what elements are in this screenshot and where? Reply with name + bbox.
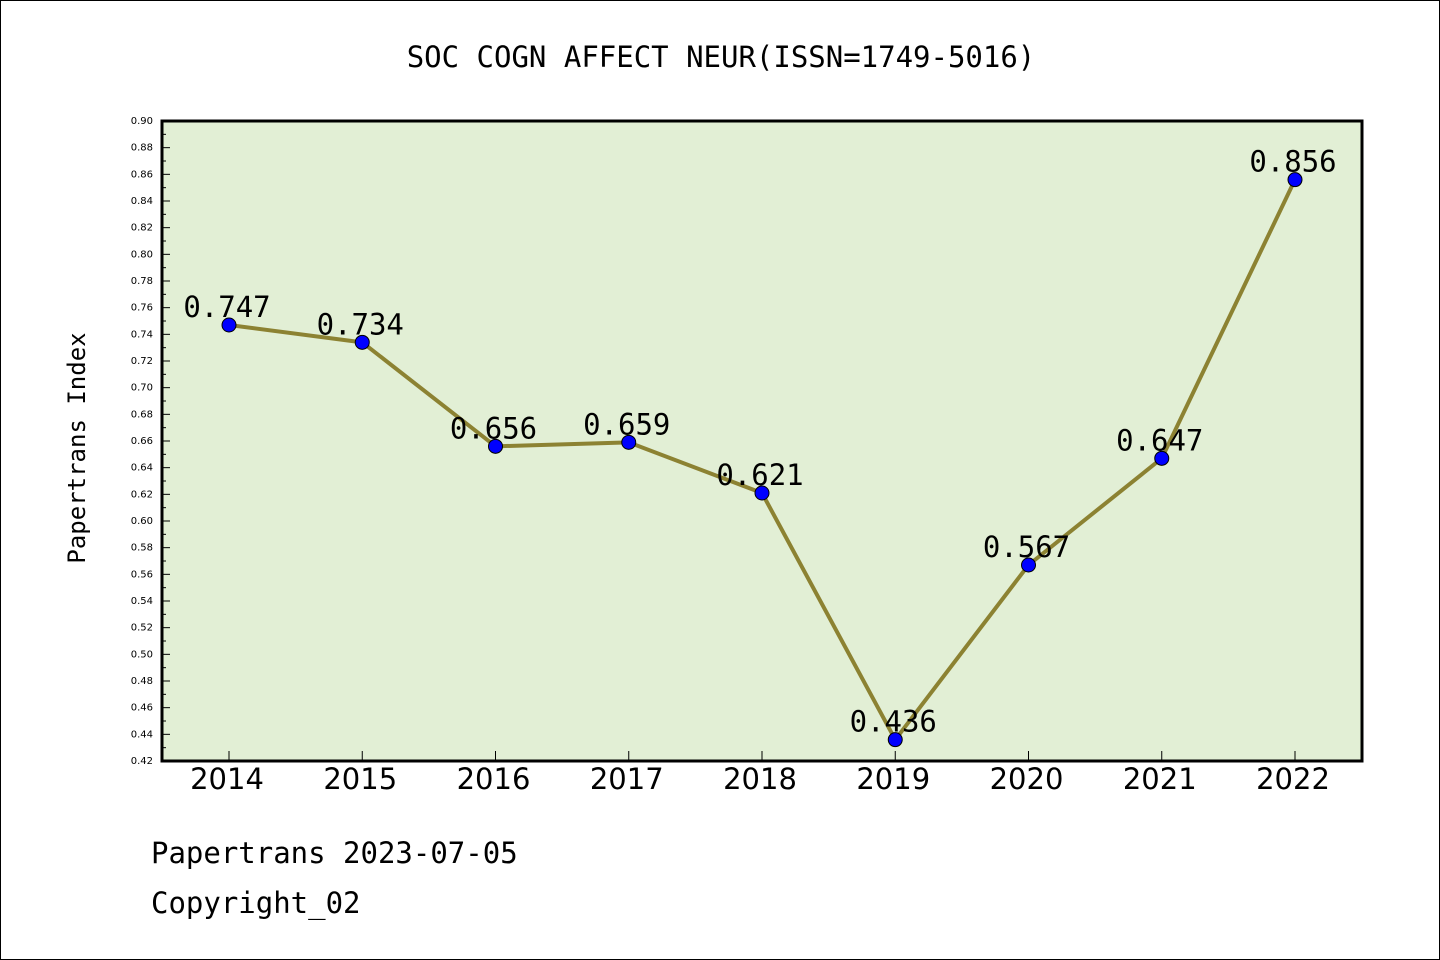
x-tick-label: 2022: [1256, 762, 1330, 796]
data-point-markers: [221, 172, 1303, 748]
y-tick-label: 0.46: [131, 703, 153, 714]
data-point: [887, 732, 903, 748]
y-tick-label: 0.68: [131, 409, 153, 420]
y-tick-label: 0.88: [131, 143, 153, 154]
y-tick-label: 0.78: [131, 276, 153, 287]
data-point: [221, 317, 237, 333]
x-tick-label: 2018: [723, 762, 797, 796]
y-tick-label: 0.66: [131, 436, 153, 447]
data-label: 0.647: [1116, 423, 1203, 457]
data-label: 0.656: [450, 411, 537, 445]
y-tick-label: 0.50: [131, 649, 153, 660]
data-label: 0.567: [983, 530, 1070, 564]
y-tick-label: 0.80: [131, 249, 153, 260]
y-tick-label: 0.70: [131, 383, 153, 394]
y-tick-label: 0.62: [131, 489, 153, 500]
y-tick-label: 0.86: [131, 169, 153, 180]
data-label: 0.747: [183, 290, 270, 324]
y-tick-label: 0.82: [131, 223, 153, 234]
y-tick-label: 0.64: [131, 463, 153, 474]
y-tick-label: 0.54: [131, 596, 153, 607]
x-axis-ticks: 2014 2015 2016 2017 2018 2019 2020 2021 2022: [190, 751, 1330, 796]
x-tick-label: 2016: [457, 762, 531, 796]
data-label: 0.436: [850, 705, 937, 739]
chart-title: SOC COGN AFFECT NEUR(ISSN=1749-5016): [407, 40, 1036, 74]
x-tick-label: 2020: [990, 762, 1064, 796]
y-tick-label: 0.56: [131, 569, 153, 580]
data-labels: 0.747 0.734 0.656 0.659 0.621 0.436 0.567 0.647…: [183, 145, 1336, 739]
data-point: [1287, 172, 1303, 188]
plot-area: [160, 119, 1364, 763]
y-tick-label: 0.74: [131, 329, 153, 340]
x-tick-label: 2019: [856, 762, 930, 796]
y-tick-label: 0.44: [131, 729, 153, 740]
data-label: 0.856: [1249, 145, 1336, 179]
y-axis-ticks: 0.42 0.44 0.46 0.48 0.50 0.52 0.54 0.56 0.58 0.60…: [131, 116, 170, 767]
data-label: 0.621: [716, 458, 803, 492]
y-tick-label: 0.90: [131, 116, 153, 127]
y-axis-label: Papertrans Index: [63, 332, 91, 563]
data-label: 0.659: [583, 407, 670, 441]
data-point: [1154, 450, 1170, 466]
data-point: [754, 485, 770, 501]
x-tick-label: 2015: [323, 762, 397, 796]
y-tick-label: 0.72: [131, 356, 153, 367]
footer-date: Papertrans 2023-07-05: [151, 836, 518, 870]
footer-copyright: Copyright_02: [151, 886, 361, 920]
x-tick-label: 2017: [590, 762, 664, 796]
data-label: 0.734: [317, 307, 404, 341]
y-tick-label: 0.60: [131, 516, 153, 527]
y-tick-label: 0.48: [131, 676, 153, 687]
data-point: [488, 438, 503, 454]
y-tick-label: 0.58: [131, 543, 153, 554]
y-tick-label: 0.52: [131, 623, 153, 634]
y-tick-label: 0.42: [131, 756, 153, 767]
data-point: [621, 434, 637, 450]
x-tick-label: 2021: [1123, 762, 1197, 796]
x-tick-label: 2014: [190, 762, 264, 796]
data-point: [1021, 557, 1036, 573]
y-tick-label: 0.76: [131, 303, 153, 314]
y-tick-label: 0.84: [131, 196, 153, 207]
data-point: [354, 334, 370, 350]
